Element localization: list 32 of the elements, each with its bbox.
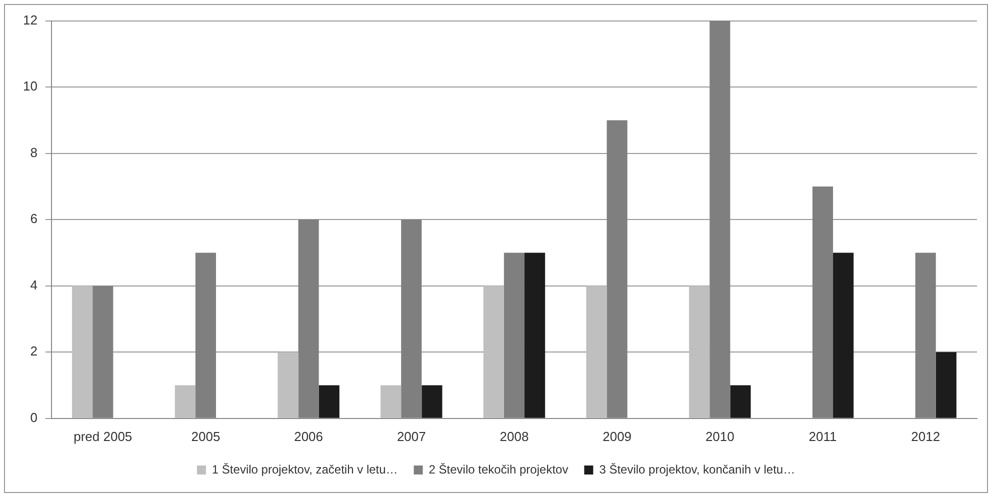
bar: [174, 385, 196, 418]
bar: [586, 286, 607, 418]
bar: [936, 352, 956, 418]
y-tick-label: 6: [30, 211, 38, 226]
bar: [483, 286, 504, 418]
x-tick-label: 2009: [602, 428, 632, 444]
x-tick-label: 2005: [191, 428, 220, 444]
y-tick-label: 4: [30, 277, 38, 292]
bar: [833, 252, 854, 418]
y-tick-label: 8: [30, 144, 38, 160]
x-tick-label: 2008: [500, 428, 529, 444]
x-tick-label: 2007: [396, 428, 426, 444]
bar: [278, 352, 298, 418]
x-tick-label: pred 2005: [74, 428, 132, 444]
x-tick-label: 2011: [808, 428, 837, 444]
bar: [524, 252, 546, 418]
x-tick-label: 2012: [911, 428, 940, 444]
y-tick-label: 2: [30, 344, 38, 359]
x-tick-label: 2010: [705, 428, 734, 444]
bar: [730, 385, 751, 418]
legend-label: 3 Število projektov, končanih v letu…: [599, 462, 796, 476]
x-tick-label: 2006: [294, 428, 324, 444]
legend-label: 1 Število projektov, začetih v letu…: [212, 462, 398, 476]
bar: [318, 385, 340, 418]
legend-label: 2 Število tekočih projektov: [428, 462, 568, 476]
bar: [422, 385, 442, 418]
y-tick-label: 12: [22, 12, 38, 28]
y-tick-label: 10: [22, 78, 38, 94]
bar: [380, 385, 402, 418]
y-tick-label: 0: [30, 410, 38, 425]
bar: [689, 286, 710, 418]
bar: [72, 286, 93, 418]
